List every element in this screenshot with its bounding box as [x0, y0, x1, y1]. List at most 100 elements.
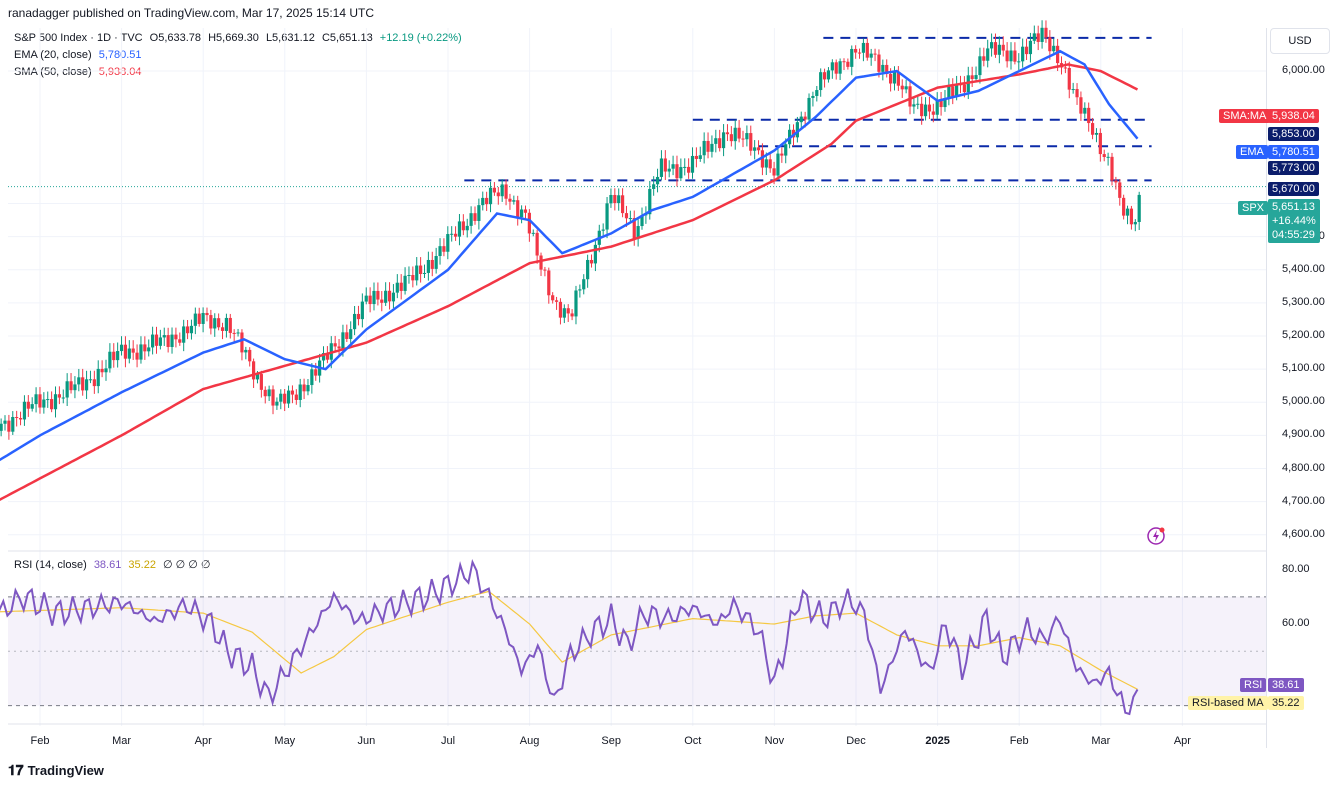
- candle-body: [477, 205, 481, 221]
- candle-body: [772, 168, 776, 176]
- candle-body: [807, 97, 811, 120]
- candle-body: [22, 401, 27, 420]
- candle-body: [450, 233, 454, 235]
- candle-body: [473, 213, 477, 221]
- candle-body: [799, 116, 803, 123]
- candle-body: [1001, 44, 1005, 51]
- candle-body: [527, 212, 531, 234]
- candle-body: [512, 200, 516, 202]
- candle-body: [15, 417, 19, 419]
- candle-body: [302, 384, 306, 392]
- candle-body: [30, 404, 34, 409]
- candle-body: [298, 384, 302, 400]
- candle-body: [496, 192, 500, 197]
- candle-body: [360, 301, 364, 320]
- x-tick-label: Aug: [519, 735, 540, 747]
- sma-tag-label: SMA:MA: [1223, 110, 1267, 122]
- tradingview-footer[interactable]: 𝟏𝟕 TradingView: [8, 762, 104, 779]
- lightning-icon[interactable]: [1146, 526, 1166, 546]
- publisher-header: ranadagger published on TradingView.com,…: [8, 6, 375, 20]
- candle-body: [349, 329, 353, 339]
- candle-body: [158, 337, 162, 346]
- candle-body: [395, 282, 399, 293]
- candle-body: [574, 290, 578, 317]
- candle-body: [892, 72, 897, 84]
- candle-body: [1024, 46, 1029, 55]
- candle-body: [865, 42, 869, 58]
- candle-body: [589, 259, 594, 264]
- ema-value-tag: 5,780.51: [1268, 145, 1319, 159]
- candle-body: [453, 233, 458, 237]
- legend-title: S&P 500 Index · 1D · TVC: [14, 32, 143, 44]
- candle-body: [714, 138, 718, 144]
- candle-body: [259, 374, 263, 390]
- candle-body: [1083, 107, 1087, 114]
- spx-change: +16.44%: [1272, 215, 1316, 227]
- candle-body: [535, 232, 539, 256]
- candle-body: [780, 153, 784, 156]
- currency-button[interactable]: USD: [1270, 28, 1330, 54]
- candle-body: [648, 188, 652, 215]
- candle-body: [632, 218, 636, 239]
- candle-body: [593, 244, 598, 264]
- candle-body: [1048, 37, 1052, 52]
- candle-body: [88, 379, 93, 381]
- legend-high: H5,669.30: [208, 32, 259, 44]
- rsi-y-tick-label: 80.00: [1282, 562, 1310, 575]
- y-tick-label: 4,600.00: [1282, 527, 1325, 540]
- candle-body: [857, 52, 862, 54]
- candle-body: [387, 290, 392, 302]
- candle-body: [61, 397, 65, 399]
- spx-symbol-tag: SPX: [1238, 201, 1269, 215]
- candle-body: [178, 339, 182, 343]
- y-tick-label: 6,000.00: [1282, 64, 1325, 77]
- y-tick-label: 4,900.00: [1282, 428, 1325, 441]
- candle-body: [368, 295, 372, 305]
- candle-body: [1125, 208, 1130, 216]
- candle-body: [679, 167, 683, 179]
- candle-body: [916, 103, 920, 105]
- candle-body: [283, 393, 287, 404]
- candle-body: [908, 86, 912, 107]
- candle-body: [947, 86, 951, 99]
- candle-body: [737, 127, 741, 139]
- candle-body: [1032, 33, 1036, 41]
- candle-body: [442, 246, 446, 252]
- candle-body: [927, 104, 932, 112]
- candle-body: [279, 393, 283, 402]
- candle-body: [854, 48, 858, 53]
- candle-body: [1071, 89, 1075, 91]
- candle-body: [943, 98, 947, 108]
- candle-body: [205, 312, 209, 316]
- candle-body: [819, 72, 823, 91]
- price-axis[interactable]: [1266, 28, 1336, 748]
- candle-body: [193, 313, 197, 326]
- candle-body: [415, 265, 419, 281]
- candle-body: [166, 335, 170, 347]
- candle-body: [1133, 221, 1137, 225]
- candle-body: [151, 334, 155, 348]
- candle-body: [197, 313, 201, 324]
- rsi-y-tick-label: 60.00: [1282, 617, 1310, 630]
- candle-body: [38, 394, 42, 408]
- candle-body: [636, 226, 640, 239]
- x-tick-label: Dec: [846, 735, 866, 747]
- candle-body: [485, 197, 489, 205]
- rsi-band-fill: [8, 596, 1266, 706]
- candle-body: [182, 326, 186, 343]
- candle-body: [745, 133, 749, 140]
- candle-body: [523, 209, 528, 213]
- candle-body: [217, 318, 221, 328]
- sma-legend-label: SMA (50, close): [14, 66, 92, 78]
- candle-body: [422, 272, 427, 274]
- candle-body: [446, 234, 450, 252]
- candle-body: [718, 138, 722, 149]
- candle-body: [951, 86, 955, 97]
- candle-body: [469, 213, 473, 226]
- candle-body: [628, 218, 632, 220]
- candle-body: [768, 159, 772, 169]
- candle-body: [838, 61, 842, 74]
- candle-body: [147, 347, 151, 352]
- candle-body: [725, 132, 730, 135]
